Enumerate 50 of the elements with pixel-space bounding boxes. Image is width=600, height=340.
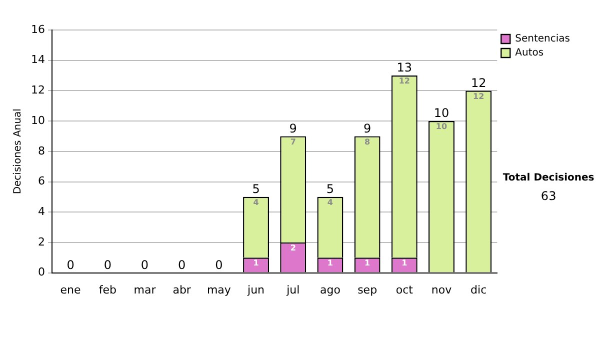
legend-label: Autos <box>515 48 544 59</box>
y-tick-label: 6 <box>38 174 45 188</box>
total-label: 5 <box>326 182 334 196</box>
x-tick-label: nov <box>431 283 452 296</box>
total-label: 5 <box>252 182 260 196</box>
y-tick-label: 8 <box>38 144 45 158</box>
y-tick-label: 4 <box>38 204 45 218</box>
y-tick-label: 0 <box>38 266 45 279</box>
total-label: 12 <box>470 76 486 90</box>
text: 63 <box>540 189 556 204</box>
total-label: 9 <box>363 121 372 136</box>
x-tick-label: jul <box>286 283 300 296</box>
data-label: 1 <box>327 258 334 268</box>
y-tick-label: 10 <box>30 114 45 127</box>
total-label: 9 <box>289 121 297 136</box>
x-tick-label: dic <box>470 283 487 296</box>
x-tick-label: jun <box>246 283 265 296</box>
legend-label: Sentencias <box>515 34 570 45</box>
x-tick-label: abr <box>172 283 192 296</box>
x-tick-label: feb <box>98 283 116 296</box>
x-tick-label: sep <box>358 283 378 296</box>
y-tick-label: 2 <box>38 235 45 248</box>
data-label: 1 <box>364 258 371 268</box>
data-label: 8 <box>364 137 371 146</box>
x-tick-label: ene <box>60 283 82 296</box>
total-label: 10 <box>434 106 450 120</box>
data-label: 4 <box>253 198 260 208</box>
y-axis-title: Decisiones Anual <box>12 108 24 194</box>
data-label: 1 <box>402 258 408 268</box>
total-label: 13 <box>396 60 412 75</box>
x-tick-label: may <box>206 283 232 296</box>
data-label: 10 <box>436 122 448 132</box>
y-tick-label: 12 <box>30 84 45 97</box>
text: Total Decisiones <box>502 172 594 184</box>
total-label: 0 <box>140 258 149 272</box>
data-label: 7 <box>290 137 296 146</box>
total-label: 0 <box>215 258 223 272</box>
data-label: 12 <box>398 76 410 86</box>
y-tick-label: 14 <box>30 53 45 66</box>
x-tick-label: oct <box>396 283 414 296</box>
x-tick-label: ago <box>320 283 341 296</box>
data-label: 12 <box>473 92 484 101</box>
x-tick-label: mar <box>134 283 156 296</box>
data-label: 4 <box>327 198 334 208</box>
data-label: 2 <box>290 244 296 253</box>
total-label: 0 <box>104 258 112 272</box>
y-tick-label: 16 <box>30 22 45 36</box>
data-label: 1 <box>253 258 260 268</box>
total-label: 0 <box>66 258 74 272</box>
total-label: 0 <box>178 258 186 272</box>
